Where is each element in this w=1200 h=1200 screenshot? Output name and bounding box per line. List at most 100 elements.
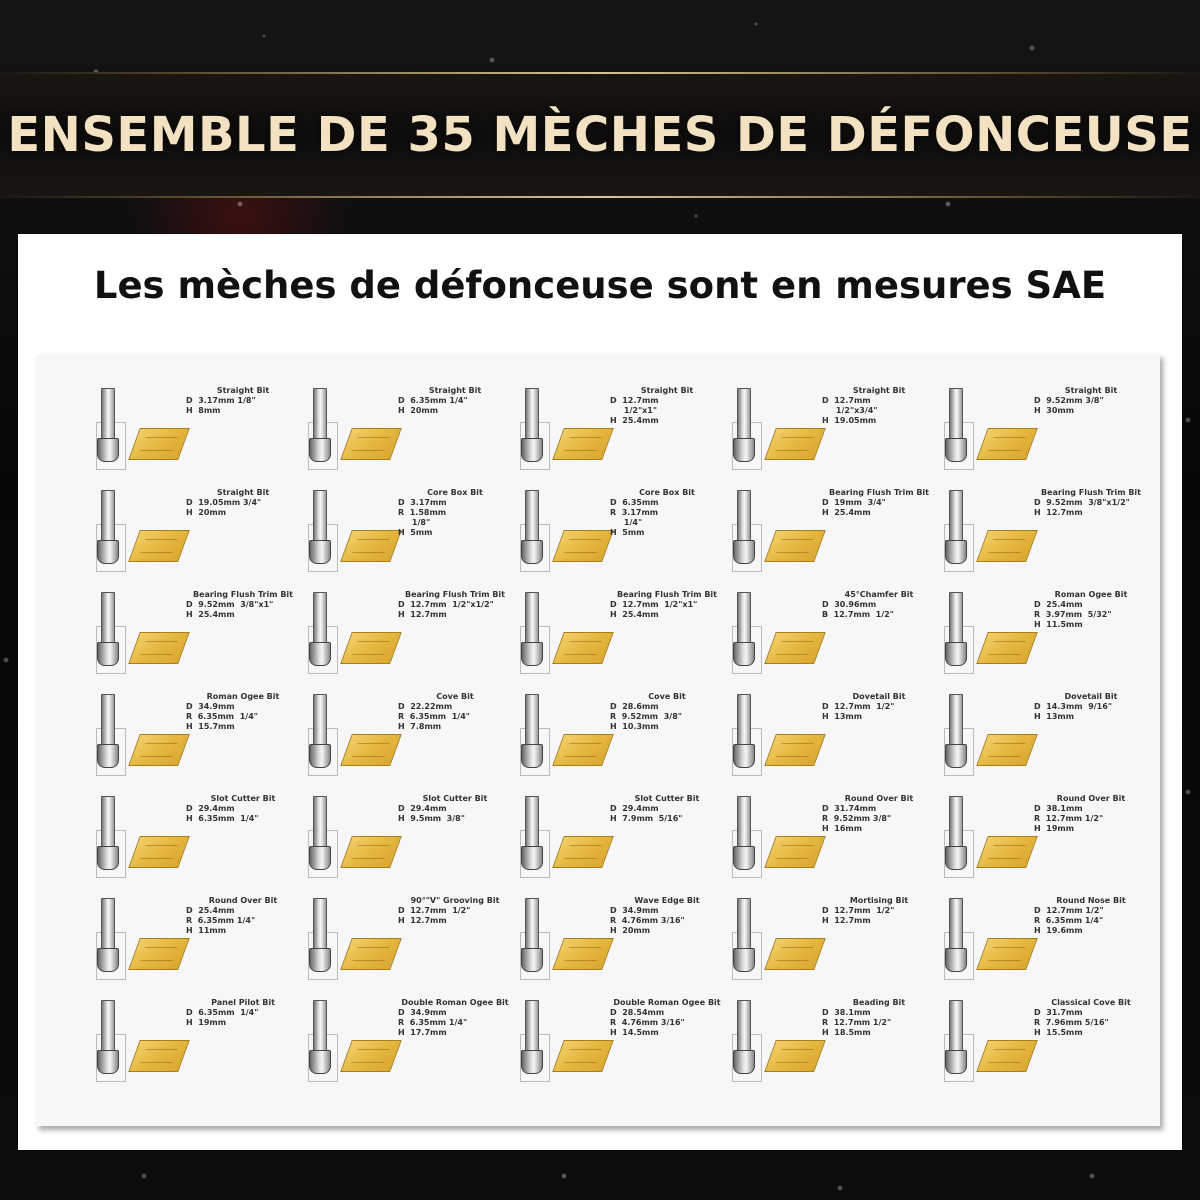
bit-spec-line: D 12.7mm 1/2" [822, 906, 895, 915]
bit-spec-line: H 12.7mm [822, 916, 871, 925]
wood-profile-image [976, 734, 1038, 766]
bit-spec-line: R 6.35mm 1/4" [398, 712, 470, 721]
bit-cutter-image [521, 1050, 543, 1074]
bit-spec-line: H 20mm [398, 406, 439, 415]
bit-spec-line: H 7.9mm 5/16" [610, 814, 683, 823]
bit-spec: Dovetail Bit D 12.7mm 1/2" H 13mm [816, 692, 942, 722]
bit-spec-line: D 6.35mm [610, 498, 659, 507]
wood-profile-image [552, 1040, 614, 1072]
wood-profile-image [552, 938, 614, 970]
bit-spec-line: 1/2"x1" [610, 406, 658, 415]
bit-cutter-image [733, 642, 755, 666]
router-bit-item: Straight Bit D 6.35mm 1/4" H 20mm [306, 384, 518, 486]
wood-profile-image [340, 836, 402, 868]
bit-spec: Classical Cove Bit D 31.7mm R 7.96mm 5/16"… [1028, 998, 1154, 1038]
bit-spec: Slot Cutter Bit D 29.4mm H 6.35mm 1/4" [180, 794, 306, 824]
bit-spec: Double Roman Ogee Bit D 28.54mm R 4.76mm 3… [604, 998, 730, 1038]
bit-name: Straight Bit [640, 386, 694, 395]
bit-spec: Double Roman Ogee Bit D 34.9mm R 6.35mm 1/… [392, 998, 518, 1038]
router-bit-item: Bearing Flush Trim Bit D 19mm 3/4" H 25.4m… [730, 486, 942, 588]
router-bit-item: Round Over Bit D 25.4mm R 6.35mm 1/4" H 11m… [94, 894, 306, 996]
bit-name: Round Nose Bit [1056, 896, 1126, 905]
bit-spec-line: D 3.17mm [398, 498, 447, 507]
wood-profile-image [764, 632, 826, 664]
bit-spec-line: D 9.52mm 3/8" [1034, 396, 1104, 405]
bit-name: Dovetail Bit [1064, 692, 1118, 701]
router-bit-item: Slot Cutter Bit D 29.4mm H 9.5mm 3/8" [306, 792, 518, 894]
bit-spec-line: D 28.54mm [610, 1008, 665, 1017]
bit-spec-line: H 13mm [822, 712, 863, 721]
router-bit-item: Bearing Flush Trim Bit D 9.52mm 3/8"x1" H … [94, 588, 306, 690]
router-bit-item: Dovetail Bit D 12.7mm 1/2" H 13mm [730, 690, 942, 792]
bit-spec-line: H 30mm [1034, 406, 1075, 415]
router-bit-item: Straight Bit D 9.52mm 3/8" H 30mm [942, 384, 1154, 486]
bit-name: Dovetail Bit [852, 692, 906, 701]
router-bit-item: Dovetail Bit D 14.3mm 9/16" H 13mm [942, 690, 1154, 792]
router-bit-item: Round Over Bit D 31.74mm R 9.52mm 3/8" H 16… [730, 792, 942, 894]
bit-name: Round Over Bit [1056, 794, 1126, 803]
bit-name: Bearing Flush Trim Bit [404, 590, 505, 599]
bit-spec-line: R 3.97mm 5/32" [1034, 610, 1112, 619]
router-bit-item: Core Box Bit D 6.35mm R 3.17mm 1/4" H 5mm [518, 486, 730, 588]
bit-spec: Core Box Bit D 3.17mm R 1.58mm 1/8" H 5mm [392, 488, 518, 538]
bit-spec-line: R 6.35mm 1/4" [186, 916, 256, 925]
bit-cutter-image [97, 1050, 119, 1074]
bit-spec: Mortising Bit D 12.7mm 1/2" H 12.7mm [816, 896, 942, 926]
bit-spec: 90°"V" Grooving Bit D 12.7mm 1/2" H 12.7mm [392, 896, 518, 926]
bit-spec-line: H 25.4mm [610, 416, 659, 425]
bit-spec-line: D 12.7mm 1/2"x1" [610, 600, 698, 609]
bit-spec: Round Nose Bit D 12.7mm 1/2" R 6.35mm 1/4"… [1028, 896, 1154, 936]
router-bit-item: 90°"V" Grooving Bit D 12.7mm 1/2" H 12.7mm [306, 894, 518, 996]
wood-profile-image [128, 836, 190, 868]
router-bit-item: Round Over Bit D 38.1mm R 12.7mm 1/2" H 19m… [942, 792, 1154, 894]
bit-spec: Bearing Flush Trim Bit D 19mm 3/4" H 25.4m… [816, 488, 942, 518]
wood-profile-image [340, 734, 402, 766]
bit-name: Core Box Bit [427, 488, 483, 497]
bit-spec-line: R 1.58mm [398, 508, 447, 517]
bit-cutter-image [309, 540, 331, 564]
bit-spec: Roman Ogee Bit D 25.4mm R 3.97mm 5/32" H 11… [1028, 590, 1154, 630]
bit-cutter-image [97, 948, 119, 972]
bit-cutter-image [945, 948, 967, 972]
bit-name: Core Box Bit [639, 488, 695, 497]
bit-name: 45°Chamfer Bit [844, 590, 914, 599]
router-bit-item: Core Box Bit D 3.17mm R 1.58mm 1/8" H 5mm [306, 486, 518, 588]
bit-cutter-image [733, 1050, 755, 1074]
bit-spec-line: D 30.96mm [822, 600, 877, 609]
bit-spec-line: D 14.3mm 9/16" [1034, 702, 1112, 711]
bit-spec-line: 1/2"x3/4" [822, 406, 878, 415]
router-bit-item: Straight Bit D 3.17mm 1/8" H 8mm [94, 384, 306, 486]
wood-profile-image [976, 428, 1038, 460]
bit-spec-line: H 25.4mm [610, 610, 659, 619]
bit-spec: Straight Bit D 19.05mm 3/4" H 20mm [180, 488, 306, 518]
router-bit-item: Panel Pilot Bit D 6.35mm 1/4" H 19mm [94, 996, 306, 1098]
title-banner [0, 72, 1200, 198]
bit-spec-line: D 22.22mm [398, 702, 453, 711]
bit-name: Round Over Bit [208, 896, 278, 905]
wood-profile-image [552, 428, 614, 460]
bit-spec: Straight Bit D 3.17mm 1/8" H 8mm [180, 386, 306, 416]
bit-name: Double Roman Ogee Bit [401, 998, 509, 1007]
bit-spec-line: H 5mm [610, 528, 645, 537]
bit-cutter-image [945, 438, 967, 462]
bit-name: Straight Bit [216, 488, 270, 497]
bit-spec-line: H 9.5mm 3/8" [398, 814, 465, 823]
bit-name: 90°"V" Grooving Bit [410, 896, 500, 905]
wood-profile-image [976, 836, 1038, 868]
router-bit-item: Slot Cutter Bit D 29.4mm H 7.9mm 5/16" [518, 792, 730, 894]
wood-profile-image [128, 1040, 190, 1072]
router-bit-item: Roman Ogee Bit D 25.4mm R 3.97mm 5/32" H 11… [942, 588, 1154, 690]
bit-spec-line: R 6.35mm 1/4" [398, 1018, 468, 1027]
wood-profile-image [764, 938, 826, 970]
bit-spec-line: H 12.7mm [1034, 508, 1083, 517]
router-bit-item: Double Roman Ogee Bit D 28.54mm R 4.76mm 3… [518, 996, 730, 1098]
bit-spec-line: D 28.6mm [610, 702, 659, 711]
bit-spec: Round Over Bit D 25.4mm R 6.35mm 1/4" H 11m… [180, 896, 306, 936]
wood-profile-image [340, 632, 402, 664]
bit-spec-line: D 9.52mm 3/8"x1" [186, 600, 274, 609]
router-bit-item: Cove Bit D 22.22mm R 6.35mm 1/4" H 7.8mm [306, 690, 518, 792]
wood-profile-image [764, 530, 826, 562]
bit-spec-line: H 25.4mm [186, 610, 235, 619]
bit-spec-line: H 8mm [186, 406, 221, 415]
bit-cutter-image [733, 948, 755, 972]
